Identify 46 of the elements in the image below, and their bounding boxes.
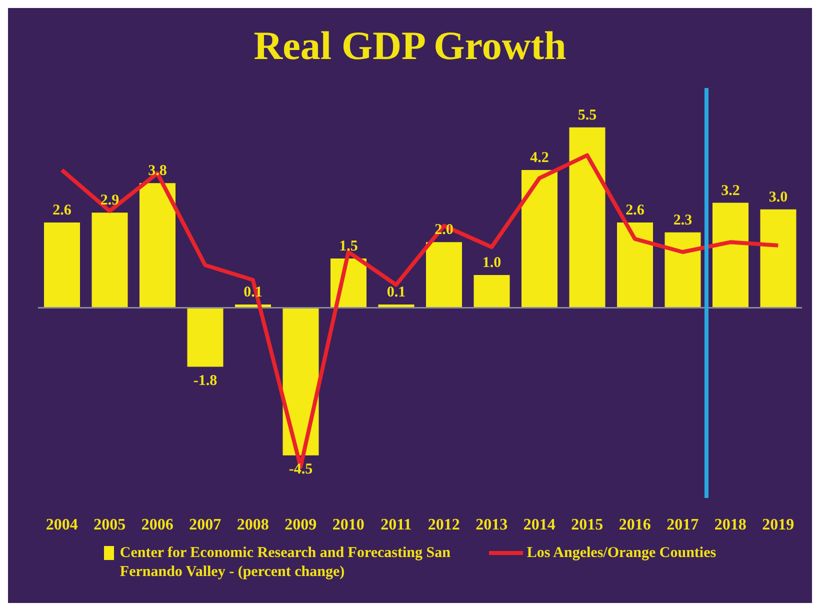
- x-tick-label: 2014: [523, 516, 556, 534]
- data-label: 3.8: [148, 163, 167, 180]
- x-tick-label: 2005: [94, 516, 126, 534]
- data-label: 1.0: [482, 254, 502, 271]
- chart-title: Real GDP Growth: [252, 22, 568, 70]
- legend-label: Los Angeles/Orange Counties: [526, 544, 716, 563]
- bar: [760, 209, 796, 308]
- data-label: 2.6: [52, 202, 72, 218]
- x-tick-label: 2006: [141, 516, 174, 534]
- data-label: 0.1: [386, 284, 406, 300]
- data-label: 3.2: [721, 182, 740, 199]
- data-label: 1.5: [339, 238, 358, 255]
- x-tick-label: 2012: [428, 516, 460, 534]
- x-tick-label: 2013: [476, 516, 508, 534]
- x-tick-label: 2015: [571, 516, 604, 534]
- x-tick-label: 2019: [762, 516, 794, 534]
- data-label: 4.2: [530, 150, 549, 166]
- bar: [140, 183, 176, 308]
- x-tick-label: 2018: [714, 516, 746, 534]
- bar: [664, 232, 701, 308]
- legend-label: Center for Economic Research and Forecasting San Fernando Valley - (percent change): [120, 544, 452, 582]
- bar: [426, 242, 462, 308]
- x-tick-label: 2016: [618, 516, 651, 534]
- bar: [44, 222, 80, 308]
- bar: [474, 274, 510, 308]
- bar: [617, 222, 653, 308]
- data-label: -1.8: [193, 372, 218, 389]
- data-label: 2.3: [673, 212, 692, 228]
- bar: [569, 127, 606, 308]
- data-label: 2.6: [626, 202, 645, 218]
- x-tick-label: 2010: [332, 516, 364, 534]
- bar: [92, 212, 128, 308]
- bar: [187, 308, 224, 367]
- bar: [522, 170, 558, 308]
- x-tick-label: 2011: [380, 516, 412, 534]
- x-tick-label: 2007: [189, 516, 222, 534]
- data-label: 5.5: [578, 107, 597, 124]
- bar: [282, 308, 319, 456]
- data-label: 2.9: [100, 192, 120, 209]
- data-label: -4.5: [288, 461, 313, 478]
- x-tick-label: 2009: [284, 516, 317, 534]
- x-tick-label: 2008: [236, 516, 269, 534]
- bar: [712, 202, 748, 308]
- data-label: 3.0: [768, 189, 788, 206]
- x-tick-label: 2004: [46, 516, 78, 534]
- x-tick-label: 2017: [666, 516, 699, 534]
